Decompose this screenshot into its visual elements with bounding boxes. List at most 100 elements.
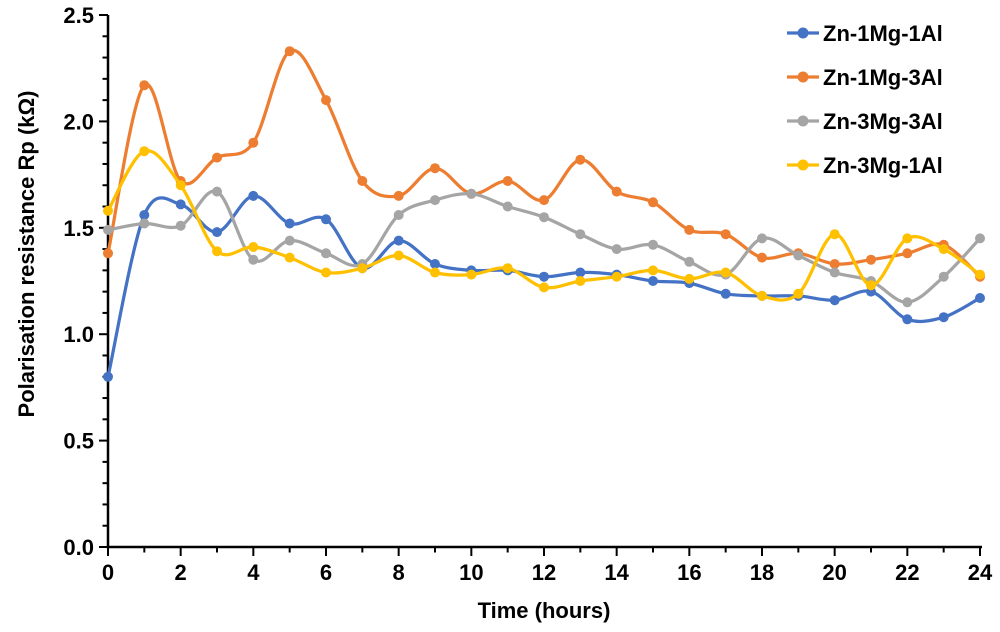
- x-tick-label: 20: [822, 560, 846, 585]
- legend: Zn-1Mg-1Al Zn-1Mg-3Al Zn-3Mg-3Al Zn-3Mg-1Al: [787, 21, 943, 178]
- data-point-marker: [502, 176, 513, 186]
- data-point-marker: [430, 259, 440, 269]
- legend-item: Zn-3Mg-1Al: [787, 153, 943, 178]
- data-point-marker: [539, 282, 549, 293]
- x-tick-label: 24: [968, 560, 993, 585]
- data-point-marker: [248, 254, 259, 265]
- data-point-marker: [684, 256, 695, 267]
- data-point-marker: [466, 188, 477, 199]
- data-point-marker: [757, 252, 767, 263]
- legend-label: Zn-1Mg-1Al: [823, 21, 943, 46]
- data-point-marker: [575, 267, 586, 278]
- data-point-marker: [793, 288, 804, 299]
- data-point-marker: [284, 252, 295, 263]
- data-point-marker: [611, 244, 622, 255]
- data-point-marker: [539, 271, 549, 282]
- legend-dot-marker: [797, 71, 809, 83]
- y-tick-label: 2.0: [63, 109, 94, 134]
- legend-label: Zn-3Mg-3Al: [823, 109, 943, 134]
- data-point-marker: [829, 229, 840, 240]
- data-point-marker: [938, 312, 949, 323]
- data-point-marker: [248, 242, 259, 252]
- x-ticks: [107, 547, 981, 556]
- x-tick-labels: 0 2 4 6 8 10 12 14 16 18 20 22 24: [102, 560, 993, 585]
- data-point-marker: [430, 195, 440, 206]
- data-point-marker: [502, 201, 513, 212]
- data-point-marker: [430, 163, 440, 174]
- data-point-marker: [212, 227, 222, 238]
- data-point-marker: [648, 276, 658, 286]
- y-tick-label: 0.0: [63, 535, 94, 560]
- data-point-marker: [575, 154, 586, 165]
- data-point-marker: [648, 197, 658, 208]
- x-tick-label: 4: [247, 560, 260, 585]
- data-point-marker: [502, 263, 513, 274]
- data-point-marker: [393, 235, 404, 246]
- x-tick-label: 0: [102, 560, 114, 585]
- data-point-marker: [720, 288, 731, 299]
- data-point-marker: [139, 146, 150, 157]
- legend-dot-marker: [797, 115, 809, 127]
- data-point-marker: [829, 295, 840, 306]
- data-point-marker: [321, 95, 331, 106]
- data-point-marker: [902, 314, 913, 325]
- y-tick-label: 1.5: [63, 216, 94, 241]
- x-tick-label: 22: [895, 560, 919, 585]
- y-tick-label: 2.5: [63, 3, 94, 28]
- data-point-marker: [248, 137, 259, 148]
- data-point-marker: [866, 254, 876, 265]
- x-tick-label: 2: [175, 560, 187, 585]
- data-point-marker: [648, 239, 658, 250]
- data-point-marker: [139, 218, 150, 229]
- data-point-marker: [175, 220, 186, 231]
- data-point-marker: [757, 233, 767, 244]
- data-point-marker: [902, 248, 913, 259]
- x-tick-label: 18: [750, 560, 774, 585]
- x-tick-label: 12: [532, 560, 556, 585]
- data-point-marker: [284, 218, 295, 229]
- series-Zn-1Mg-1Al: [103, 190, 985, 382]
- data-point-marker: [866, 280, 876, 291]
- data-point-marker: [175, 180, 186, 191]
- data-point-marker: [103, 224, 113, 235]
- data-point-marker: [829, 259, 840, 269]
- data-point-marker: [212, 152, 222, 163]
- x-axis-title: Time (hours): [477, 598, 611, 623]
- y-tick-label: 1.0: [63, 322, 94, 347]
- data-point-marker: [430, 267, 440, 278]
- data-point-marker: [975, 269, 985, 280]
- data-point-marker: [357, 176, 368, 186]
- data-point-marker: [720, 267, 731, 278]
- data-point-marker: [321, 267, 331, 278]
- x-tick-label: 6: [320, 560, 332, 585]
- legend-item: Zn-3Mg-3Al: [787, 109, 943, 134]
- legend-dot-marker: [797, 27, 809, 39]
- data-point-marker: [902, 233, 913, 244]
- y-tick-label: 0.5: [63, 429, 94, 454]
- data-point-marker: [393, 250, 404, 261]
- data-point-marker: [466, 269, 477, 280]
- series-Zn-3Mg-1Al: [103, 146, 985, 302]
- data-point-marker: [103, 205, 113, 216]
- data-point-marker: [321, 214, 331, 225]
- legend-item: Zn-1Mg-3Al: [787, 65, 943, 90]
- x-tick-label: 10: [459, 560, 483, 585]
- legend-item: Zn-1Mg-1Al: [787, 21, 943, 46]
- data-point-marker: [611, 271, 622, 282]
- data-point-marker: [938, 271, 949, 282]
- data-point-marker: [575, 229, 586, 240]
- data-point-marker: [103, 371, 113, 382]
- y-axis-title: Polarisation resistance Rp (kΩ): [14, 90, 39, 418]
- data-point-marker: [575, 276, 586, 286]
- y-ticks: [99, 14, 108, 548]
- data-point-marker: [393, 210, 404, 220]
- data-point-marker: [757, 290, 767, 301]
- data-point-marker: [684, 273, 695, 284]
- data-point-marker: [284, 235, 295, 246]
- data-point-marker: [975, 293, 985, 303]
- legend-label: Zn-1Mg-3Al: [823, 65, 943, 90]
- data-point-marker: [611, 186, 622, 197]
- data-point-marker: [793, 250, 804, 261]
